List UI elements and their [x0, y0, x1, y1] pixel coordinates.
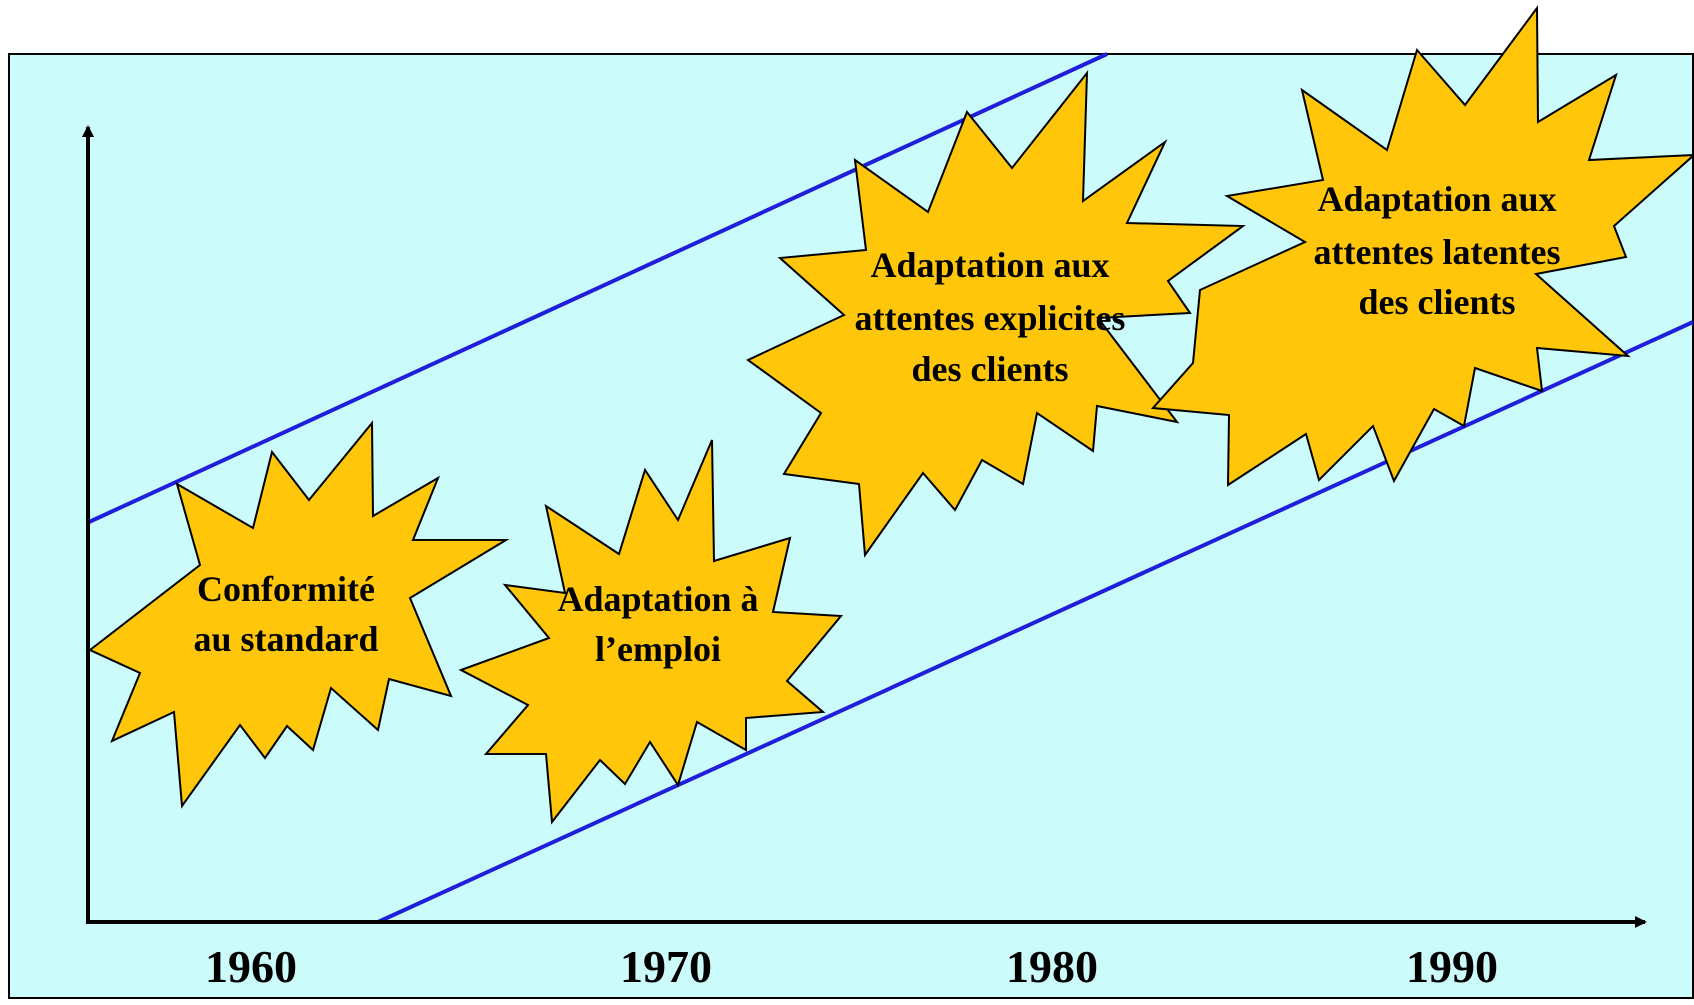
burst-label-adaptation-emploi: Adaptation à — [557, 579, 758, 619]
burst-label-attentes-explicites: attentes explicites — [855, 298, 1126, 338]
upper-band-line — [88, 52, 1108, 524]
burst-label-conformite: Conformité — [197, 569, 375, 609]
burst-label-attentes-explicites: des clients — [912, 349, 1069, 389]
x-axis-label-1990: 1990 — [1406, 941, 1498, 992]
x-axis-label-1960: 1960 — [205, 941, 297, 992]
burst-shape-conformite — [88, 420, 510, 809]
burst-shape-attentes-explicites — [746, 70, 1246, 558]
burst-label-attentes-latentes: attentes latentes — [1314, 232, 1561, 272]
x-axis-label-1970: 1970 — [620, 941, 712, 992]
x-axis-label-1980: 1980 — [1006, 941, 1098, 992]
burst-label-attentes-latentes: Adaptation aux — [1317, 179, 1556, 219]
lower-band-line — [377, 320, 1694, 924]
burst-label-attentes-latentes: des clients — [1359, 282, 1516, 322]
burst-label-adaptation-emploi: l’emploi — [595, 629, 721, 669]
burst-shape-attentes-latentes — [1150, 5, 1694, 487]
burst-label-attentes-explicites: Adaptation aux — [870, 245, 1109, 285]
burst-shape-adaptation-emploi — [458, 439, 844, 825]
burst-label-conformite: au standard — [193, 619, 378, 659]
